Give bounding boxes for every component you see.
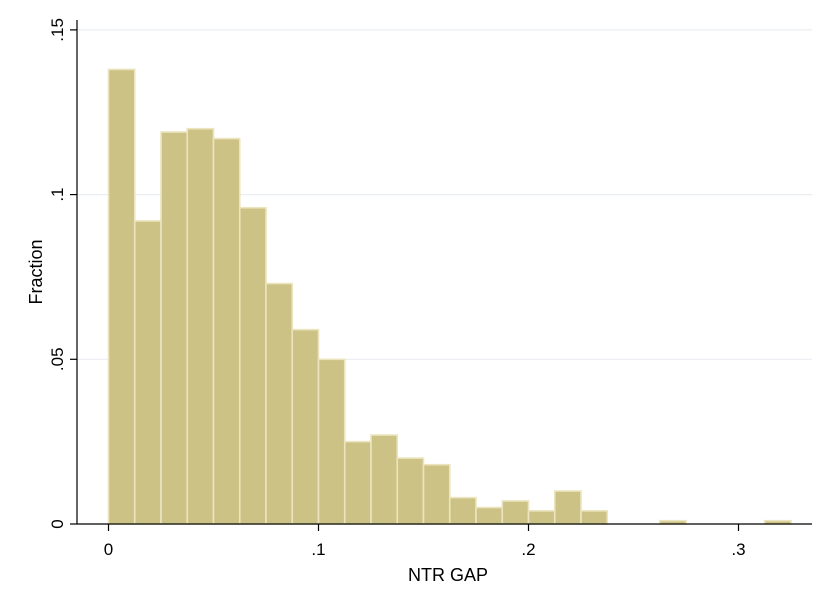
bar-layer <box>107 68 792 525</box>
histogram-bar-5 <box>238 206 267 525</box>
histogram-bar-3 <box>186 127 215 525</box>
histogram-bar-8 <box>317 358 346 525</box>
histogram-bar-6 <box>265 282 294 525</box>
y-axis-title: Fraction <box>26 239 46 304</box>
histogram-bar-0 <box>107 68 136 525</box>
histogram-bar-2 <box>160 131 189 525</box>
y-tick-label-2: .1 <box>48 187 67 201</box>
x-tick-label-0: 0 <box>104 540 113 559</box>
x-tick-label-1: .1 <box>311 540 325 559</box>
y-tick-label-1: .05 <box>48 347 67 371</box>
tick-layer: 0 .05 .1 .15 0 .1 .2 .3 <box>48 18 746 559</box>
histogram-bar-16 <box>527 510 556 525</box>
histogram-bar-12 <box>422 463 451 525</box>
histogram-bar-9 <box>343 440 372 525</box>
histogram-bar-1 <box>133 220 162 525</box>
histogram-bar-7 <box>291 328 320 525</box>
histogram-bar-17 <box>553 490 582 525</box>
histogram-bar-11 <box>396 457 425 525</box>
x-tick-label-2: .2 <box>521 540 535 559</box>
x-axis-title: NTR GAP <box>408 565 488 585</box>
histogram-bar-10 <box>370 434 399 525</box>
histogram-bar-14 <box>475 506 504 525</box>
histogram-bar-4 <box>212 137 241 525</box>
histogram-bar-15 <box>501 500 530 525</box>
y-tick-label-3: .15 <box>48 18 67 42</box>
histogram-bar-13 <box>448 496 477 525</box>
axis-layer <box>76 20 812 525</box>
x-tick-label-3: .3 <box>731 540 745 559</box>
y-tick-label-0: 0 <box>48 519 67 528</box>
histogram-bar-18 <box>580 510 609 525</box>
